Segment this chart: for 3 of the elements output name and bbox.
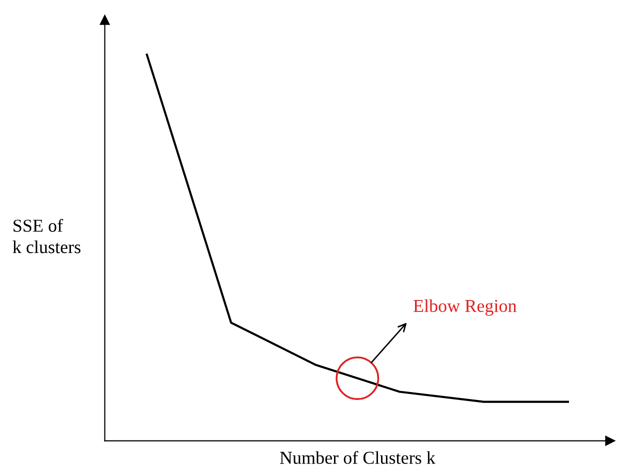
x-axis-title: Number of Clusters k xyxy=(280,451,436,464)
y-axis-title: SSE of k clusters xyxy=(12,218,80,254)
annotation: Elbow Region xyxy=(414,299,517,316)
